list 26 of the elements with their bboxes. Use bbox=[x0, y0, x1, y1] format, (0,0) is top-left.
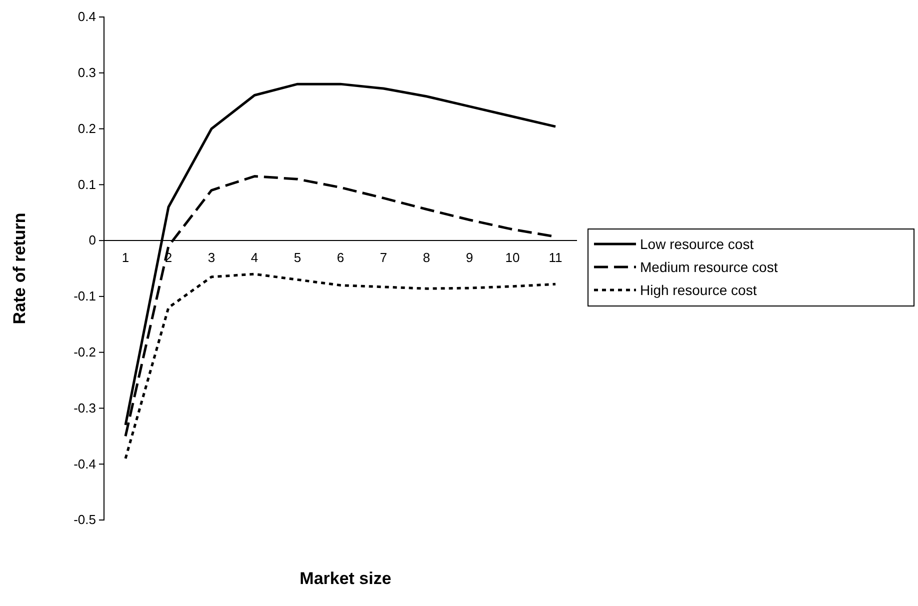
x-tick-label: 5 bbox=[294, 250, 302, 265]
x-tick-label: 1 bbox=[122, 250, 130, 265]
y-tick-label: -0.1 bbox=[74, 288, 96, 304]
x-tick-label: 8 bbox=[422, 250, 430, 265]
x-tick-label: 3 bbox=[208, 250, 216, 265]
y-axis-title: Rate of return bbox=[10, 212, 29, 324]
y-tick-label: -0.3 bbox=[74, 400, 96, 416]
legend-label: Medium resource cost bbox=[640, 259, 778, 275]
y-tick-label: -0.5 bbox=[74, 512, 96, 528]
x-tick-label: 4 bbox=[250, 250, 258, 265]
x-tick-label: 9 bbox=[466, 250, 474, 265]
x-tick-label: 6 bbox=[336, 250, 344, 265]
legend-label: Low resource cost bbox=[640, 236, 754, 252]
y-tick-label: -0.2 bbox=[74, 344, 96, 360]
y-tick-label: 0.4 bbox=[78, 9, 96, 24]
x-tick-label: 11 bbox=[548, 250, 562, 265]
y-tick-label: 0.2 bbox=[78, 120, 96, 136]
y-tick-label: -0.4 bbox=[74, 456, 96, 472]
x-tick-label: 7 bbox=[380, 250, 388, 265]
line-series bbox=[124, 272, 557, 460]
y-tick-label: 0.3 bbox=[78, 65, 96, 80]
x-axis-title: Market size bbox=[300, 569, 392, 588]
y-tick-label: 0.1 bbox=[78, 176, 96, 192]
x-tick-label: 10 bbox=[505, 250, 520, 265]
legend-label: High resource cost bbox=[640, 282, 757, 298]
y-tick-label: 0 bbox=[88, 232, 96, 248]
